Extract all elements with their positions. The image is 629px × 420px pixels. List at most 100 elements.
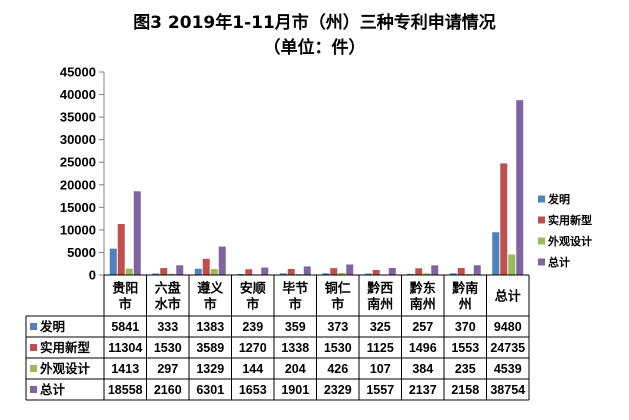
chart-subtitle: （单位：件） bbox=[263, 38, 366, 58]
category-label: 遵义 bbox=[197, 281, 224, 297]
table-row-label: 外观设计 bbox=[39, 361, 91, 376]
data-cell: 3589 bbox=[196, 341, 224, 355]
bar bbox=[508, 254, 516, 275]
category-label: 六盘 bbox=[155, 281, 181, 297]
category-label: 市 bbox=[246, 297, 259, 313]
bar bbox=[245, 269, 253, 275]
bar bbox=[415, 268, 423, 275]
category-label: 毕节 bbox=[282, 281, 308, 297]
data-cell: 1413 bbox=[111, 362, 139, 376]
table-legend-key bbox=[30, 323, 37, 330]
category-label: 市 bbox=[289, 297, 302, 313]
y-tick-label: 25000 bbox=[60, 155, 96, 170]
data-cell: 1383 bbox=[196, 320, 224, 334]
data-cell: 5841 bbox=[111, 320, 139, 334]
bar bbox=[287, 268, 295, 275]
bar bbox=[423, 273, 431, 275]
data-cell: 1553 bbox=[451, 341, 479, 355]
y-tick-label: 20000 bbox=[60, 177, 96, 192]
data-cell: 11304 bbox=[108, 341, 142, 355]
data-cell: 1329 bbox=[196, 362, 224, 376]
y-tick-label: 5000 bbox=[67, 245, 96, 260]
data-cell: 359 bbox=[285, 320, 306, 334]
data-cell: 18558 bbox=[108, 383, 143, 397]
category-label: 安顺 bbox=[240, 281, 266, 297]
table-row-label: 发明 bbox=[39, 319, 65, 334]
bar bbox=[449, 273, 457, 275]
category-label: 总计 bbox=[495, 289, 521, 305]
bar bbox=[125, 268, 133, 275]
bar bbox=[516, 100, 524, 276]
data-cell: 2158 bbox=[451, 383, 479, 397]
data-cell: 38754 bbox=[490, 383, 525, 397]
category-label: 黔西 bbox=[367, 281, 393, 297]
table-row-label: 总计 bbox=[40, 382, 66, 397]
data-cell: 2160 bbox=[154, 383, 182, 397]
y-tick-label: 10000 bbox=[60, 222, 96, 237]
category-label: 黔南 bbox=[452, 281, 478, 297]
bar bbox=[109, 248, 117, 275]
data-cell: 1557 bbox=[366, 383, 394, 397]
bar bbox=[364, 273, 372, 275]
bar bbox=[500, 163, 508, 275]
bar bbox=[330, 268, 338, 275]
data-cell: 4539 bbox=[494, 362, 522, 376]
bar bbox=[372, 269, 380, 275]
data-cell: 239 bbox=[242, 320, 263, 334]
bar bbox=[210, 269, 218, 275]
data-cell: 235 bbox=[455, 362, 476, 376]
legend-key bbox=[538, 195, 545, 203]
y-tick-label: 0 bbox=[89, 268, 96, 283]
data-cell: 1530 bbox=[324, 341, 352, 355]
data-cell: 426 bbox=[327, 362, 348, 376]
legend-key bbox=[538, 258, 545, 266]
bar bbox=[431, 265, 439, 275]
bar bbox=[237, 273, 245, 275]
category-label: 市 bbox=[331, 297, 344, 313]
category-label: 南州 bbox=[410, 297, 436, 313]
data-cell: 1270 bbox=[239, 341, 267, 355]
category-label: 市 bbox=[204, 297, 217, 313]
bar bbox=[303, 266, 311, 275]
data-cell: 1338 bbox=[281, 341, 309, 355]
bar bbox=[176, 265, 184, 275]
bar bbox=[407, 273, 415, 275]
category-label: 南州 bbox=[367, 297, 393, 313]
bar bbox=[160, 268, 168, 275]
data-cell: 204 bbox=[285, 362, 306, 376]
data-cell: 9480 bbox=[494, 320, 522, 334]
bar bbox=[457, 267, 465, 275]
y-tick-label: 15000 bbox=[60, 200, 96, 215]
bar bbox=[346, 264, 354, 275]
legend-key bbox=[538, 216, 545, 224]
data-cell: 297 bbox=[157, 362, 178, 376]
category-label: 州 bbox=[458, 298, 472, 313]
data-cell: 333 bbox=[157, 320, 178, 334]
category-label: 水市 bbox=[155, 297, 181, 313]
data-cell: 325 bbox=[370, 320, 391, 334]
bar bbox=[218, 246, 226, 275]
bar bbox=[194, 268, 202, 275]
data-cell: 1496 bbox=[409, 341, 437, 355]
data-cell: 257 bbox=[412, 320, 433, 334]
legend-label: 总计 bbox=[548, 255, 570, 269]
y-tick-label: 35000 bbox=[60, 110, 96, 125]
data-cell: 384 bbox=[412, 362, 433, 376]
data-cell: 24735 bbox=[490, 341, 525, 355]
bar bbox=[322, 273, 330, 275]
table-legend-key bbox=[30, 386, 37, 393]
data-cell: 1530 bbox=[154, 341, 182, 355]
bar bbox=[492, 232, 500, 275]
data-cell: 2329 bbox=[324, 383, 352, 397]
data-cell: 1901 bbox=[281, 383, 309, 397]
bar bbox=[388, 267, 396, 275]
category-label: 市 bbox=[119, 297, 132, 313]
y-tick-label: 45000 bbox=[60, 65, 96, 80]
data-cell: 6301 bbox=[196, 383, 224, 397]
legend-label: 发明 bbox=[547, 192, 570, 206]
bar bbox=[202, 258, 210, 275]
bar bbox=[279, 273, 287, 275]
data-cell: 144 bbox=[242, 362, 263, 376]
bar bbox=[168, 273, 176, 275]
bar bbox=[133, 191, 141, 275]
